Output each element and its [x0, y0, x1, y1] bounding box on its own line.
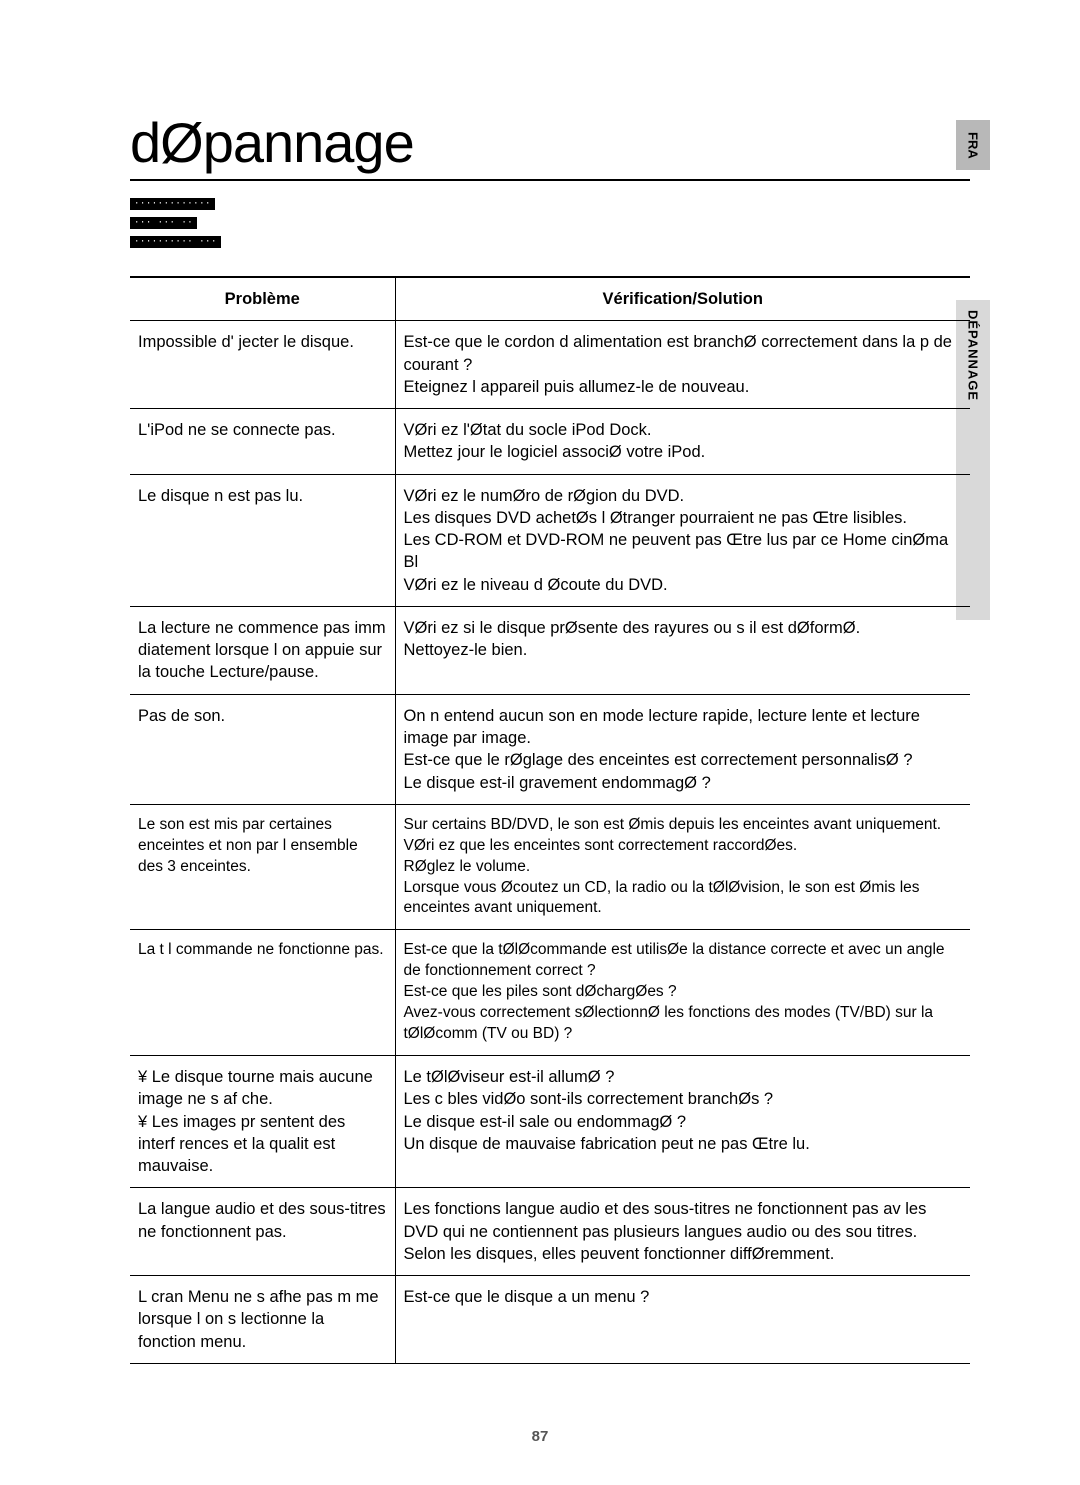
problem-cell: La langue audio et des sous-titres ne fo… — [130, 1188, 395, 1276]
solution-cell: VØri ez l'Øtat du socle iPod Dock. Mette… — [395, 409, 970, 475]
header-block: ············· ··· ··· ·· ·········· ··· — [130, 193, 970, 250]
solution-cell: Est-ce que le cordon d alimentation est … — [395, 321, 970, 409]
solution-cell: Est-ce que le disque a un menu ? — [395, 1276, 970, 1364]
problem-cell: ¥ Le disque tourne mais aucune image ne … — [130, 1056, 395, 1188]
solution-cell: On n entend aucun son en mode lecture ra… — [395, 694, 970, 804]
table-row: La t l commande ne fonctionne pas.Est-ce… — [130, 930, 970, 1056]
table-row: Le son est mis par certaines enceintes e… — [130, 804, 970, 930]
problem-cell: La lecture ne commence pas imm diatement… — [130, 606, 395, 694]
header-line-2: ··· ··· ·· — [130, 217, 197, 229]
solution-cell: VØri ez si le disque prØsente des rayure… — [395, 606, 970, 694]
problem-cell: Le disque n est pas lu. — [130, 474, 395, 606]
table-row: La langue audio et des sous-titres ne fo… — [130, 1188, 970, 1276]
problem-cell: Impossible d' jecter le disque. — [130, 321, 395, 409]
table-row: ¥ Le disque tourne mais aucune image ne … — [130, 1056, 970, 1188]
table-row: Impossible d' jecter le disque.Est-ce qu… — [130, 321, 970, 409]
solution-cell: Le tØlØviseur est-il allumØ ? Les c bles… — [395, 1056, 970, 1188]
solution-cell: Les fonctions langue audio et des sous-t… — [395, 1188, 970, 1276]
table-row: La lecture ne commence pas imm diatement… — [130, 606, 970, 694]
page-title: dØpannage — [130, 110, 970, 181]
table-row: L'iPod ne se connecte pas.VØri ez l'Øtat… — [130, 409, 970, 475]
header-problem: Problème — [130, 277, 395, 321]
troubleshooting-table: Problème Vérification/Solution Impossibl… — [130, 276, 970, 1364]
problem-cell: L'iPod ne se connecte pas. — [130, 409, 395, 475]
solution-cell: VØri ez le numØro de rØgion du DVD. Les … — [395, 474, 970, 606]
header-line-1: ············· — [130, 198, 215, 210]
table-row: Pas de son.On n entend aucun son en mode… — [130, 694, 970, 804]
table-header-row: Problème Vérification/Solution — [130, 277, 970, 321]
header-solution: Vérification/Solution — [395, 277, 970, 321]
table-row: L cran Menu ne s afhe pas m me lorsque l… — [130, 1276, 970, 1364]
page-content: dØpannage ············· ··· ··· ·· ·····… — [0, 0, 1080, 1364]
problem-cell: Pas de son. — [130, 694, 395, 804]
page-number: 87 — [0, 1428, 1080, 1445]
problem-cell: Le son est mis par certaines enceintes e… — [130, 804, 395, 930]
problem-cell: L cran Menu ne s afhe pas m me lorsque l… — [130, 1276, 395, 1364]
table-row: Le disque n est pas lu.VØri ez le numØro… — [130, 474, 970, 606]
problem-cell: La t l commande ne fonctionne pas. — [130, 930, 395, 1056]
header-line-3: ·········· ··· — [130, 236, 221, 248]
solution-cell: Sur certains BD/DVD, le son est Ømis dep… — [395, 804, 970, 930]
solution-cell: Est-ce que la tØlØcommande est utilisØe … — [395, 930, 970, 1056]
